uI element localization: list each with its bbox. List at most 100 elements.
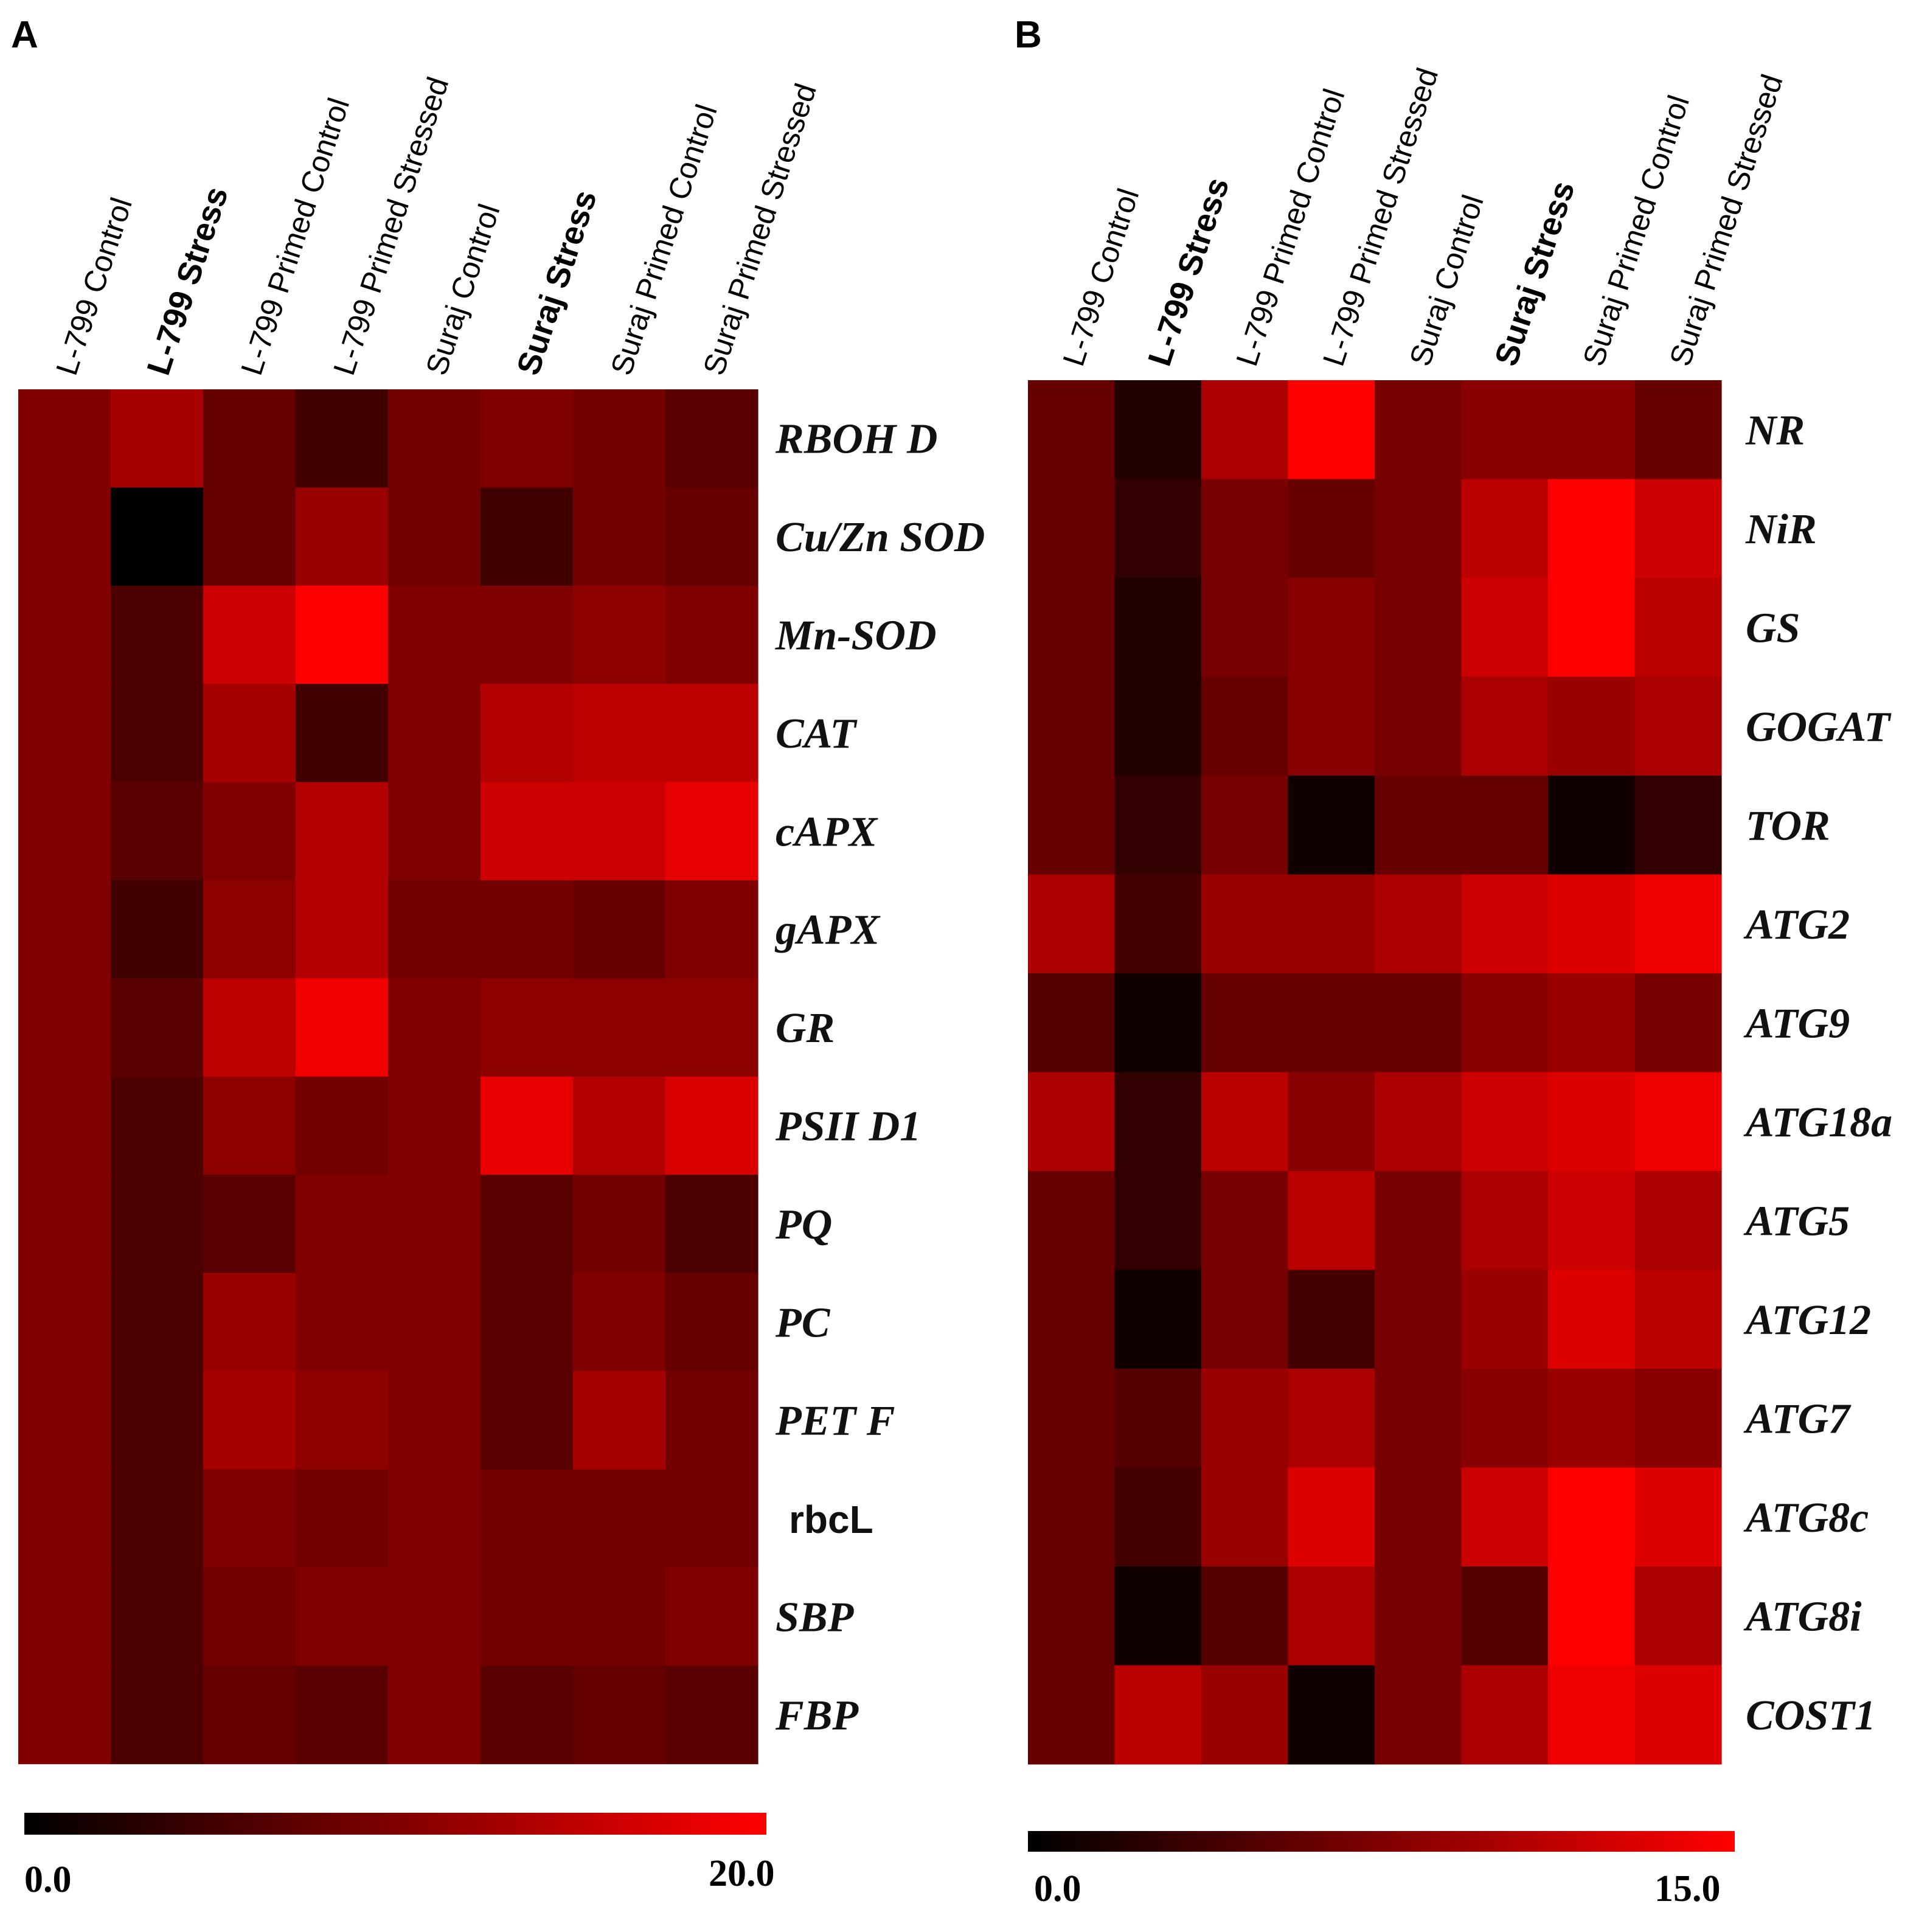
row-label-b-atg8c: ATG8c (1743, 1495, 1869, 1541)
heatmap-cell-a-psii-d1-suraj-primed-control (573, 1076, 666, 1175)
heatmap-cell-a-cat-suraj-primed-stressed (665, 684, 758, 783)
heatmap-cell-a-cu-zn-sod-l-799-primed-stressed (296, 487, 389, 586)
heatmap-cell-b-atg7-suraj-control (1375, 1369, 1462, 1468)
heatmap-cell-b-gogat-l-799-stress (1114, 676, 1202, 776)
scale-max-label-a: 20.0 (709, 1853, 775, 1894)
heatmap-cell-b-atg8i-suraj-primed-stressed (1634, 1566, 1722, 1666)
column-label-a-suraj-control: Suraj Control (419, 200, 506, 380)
heatmap-cell-b-nir-suraj-control (1375, 479, 1462, 579)
heatmap-cell-a-mn-sod-l-799-primed-stressed (296, 585, 389, 684)
row-labels-b: NR NiR GS GOGAT TOR ATG2 ATG9 ATG18a ATG5 ATG12 AT… (1743, 407, 1892, 1739)
heatmap-cell-a-rbcl-l-799-stress (111, 1469, 204, 1568)
heatmap-b (1028, 380, 1722, 1765)
heatmap-cell-b-atg8i-l-799-control (1028, 1566, 1116, 1666)
heatmap-cell-a-cat-l-799-control (18, 684, 111, 783)
heatmap-cell-b-atg2-suraj-primed-control (1548, 874, 1636, 974)
heatmap-cell-a-rbcl-suraj-control (388, 1469, 481, 1568)
heatmap-cell-a-gr-suraj-primed-control (573, 978, 666, 1077)
heatmap-cell-b-gs-suraj-primed-control (1548, 578, 1636, 678)
heatmap-cell-a-capx-l-799-control (18, 782, 111, 881)
heatmap-cell-a-gr-l-799-control (18, 978, 111, 1077)
heatmap-cell-b-gs-suraj-primed-stressed (1634, 578, 1722, 678)
heatmap-cell-b-atg9-l-799-primed-control (1201, 973, 1289, 1073)
heatmap-cell-a-cu-zn-sod-l-799-control (18, 487, 111, 586)
heatmap-cell-a-sbp-suraj-primed-stressed (665, 1567, 758, 1666)
heatmap-cell-b-atg18a-l-799-primed-stressed (1288, 1072, 1375, 1172)
row-label-a-capx: cAPX (776, 808, 879, 855)
column-label-a-l-799-control: L-799 Control (49, 193, 139, 379)
heatmap-cell-b-nr-suraj-primed-control (1548, 380, 1636, 480)
heatmap-cell-a-gapx-suraj-primed-stressed (665, 880, 758, 979)
heatmap-cell-b-atg8c-l-799-primed-stressed (1288, 1467, 1375, 1567)
heatmap-cell-b-gogat-suraj-primed-stressed (1634, 676, 1722, 776)
heatmap-cell-a-pq-l-799-primed-stressed (296, 1175, 389, 1274)
row-label-b-gogat: GOGAT (1746, 704, 1892, 751)
heatmap-cell-b-gs-l-799-primed-control (1201, 578, 1289, 678)
heatmap-cell-a-cu-zn-sod-suraj-primed-control (573, 487, 666, 586)
heatmap-cell-b-atg8c-l-799-primed-control (1201, 1467, 1289, 1567)
heatmap-cell-b-atg2-suraj-primed-stressed (1634, 874, 1722, 974)
heatmap-cell-b-gogat-l-799-primed-stressed (1288, 676, 1375, 776)
heatmap-cell-b-nr-suraj-control (1375, 380, 1462, 480)
row-label-a-cu-zn-sod: Cu/Zn SOD (776, 514, 985, 561)
row-label-b-atg5: ATG5 (1743, 1198, 1850, 1245)
heatmap-cell-a-pq-suraj-primed-stressed (665, 1175, 758, 1274)
heatmap-cell-b-atg18a-suraj-primed-stressed (1634, 1072, 1722, 1172)
heatmap-cell-b-atg9-suraj-primed-control (1548, 973, 1636, 1073)
heatmap-cell-a-cu-zn-sod-l-799-stress (111, 487, 204, 586)
row-label-b-nir: NiR (1745, 506, 1817, 553)
heatmap-cell-b-gogat-suraj-primed-control (1548, 676, 1636, 776)
heatmap-cell-a-sbp-l-799-primed-stressed (296, 1567, 389, 1666)
row-label-a-pq: PQ (775, 1201, 832, 1248)
row-label-b-tor: TOR (1746, 802, 1830, 849)
heatmap-cell-b-nr-suraj-primed-stressed (1634, 380, 1722, 480)
heatmap-cell-b-cost1-l-799-control (1028, 1665, 1116, 1765)
row-label-b-atg18a: ATG18a (1743, 1099, 1892, 1146)
heatmap-cell-b-atg5-l-799-stress (1114, 1171, 1202, 1271)
heatmap-cell-b-atg5-l-799-control (1028, 1171, 1116, 1271)
heatmap-cell-b-tor-suraj-primed-stressed (1634, 776, 1722, 875)
heatmap-cell-b-atg2-l-799-stress (1114, 874, 1202, 974)
heatmap-cell-a-capx-suraj-primed-control (573, 782, 666, 881)
row-label-b-atg7: ATG7 (1743, 1395, 1852, 1442)
heatmap-cell-b-nir-suraj-primed-stressed (1634, 479, 1722, 579)
color-scale-bar-a (24, 1813, 766, 1835)
heatmap-cell-b-atg7-l-799-primed-control (1201, 1369, 1289, 1468)
column-label-b-l-799-stress: L-799 Stress (1141, 173, 1236, 370)
row-label-a-gr: GR (776, 1005, 835, 1052)
heatmap-cell-a-rbcl-suraj-primed-control (573, 1469, 666, 1568)
heatmap-cell-b-atg8i-l-799-stress (1114, 1566, 1202, 1666)
heatmap-cell-b-atg8c-suraj-primed-stressed (1634, 1467, 1722, 1567)
heatmap-cell-a-pc-suraj-control (388, 1273, 481, 1372)
heatmap-cell-b-atg7-suraj-stress (1461, 1369, 1549, 1468)
heatmap-cell-b-gogat-suraj-stress (1461, 676, 1549, 776)
heatmap-cell-a-pc-suraj-stress (481, 1273, 574, 1372)
heatmap-cell-a-rbcl-suraj-primed-stressed (665, 1469, 758, 1568)
heatmap-cell-b-atg12-suraj-primed-control (1548, 1270, 1636, 1369)
heatmap-cell-b-gs-l-799-stress (1114, 578, 1202, 678)
heatmap-cell-a-mn-sod-l-799-control (18, 585, 111, 684)
heatmap-cell-a-fbp-suraj-primed-stressed (665, 1666, 758, 1765)
heatmap-cell-b-cost1-suraj-primed-control (1548, 1665, 1636, 1765)
heatmap-cell-a-cu-zn-sod-suraj-stress (481, 487, 574, 586)
heatmap-cell-b-gs-suraj-stress (1461, 578, 1549, 678)
heatmap-cell-a-fbp-l-799-control (18, 1666, 111, 1765)
heatmap-cell-b-nir-l-799-primed-stressed (1288, 479, 1375, 579)
heatmap-cell-b-atg2-l-799-control (1028, 874, 1116, 974)
heatmap-cell-a-pet-f-l-799-stress (111, 1371, 204, 1470)
heatmap-cell-a-rboh-d-suraj-control (388, 389, 481, 488)
heatmap-cell-b-atg9-l-799-stress (1114, 973, 1202, 1073)
heatmap-cell-a-gapx-l-799-control (18, 880, 111, 979)
heatmap-cell-a-mn-sod-l-799-primed-control (203, 585, 296, 684)
row-labels-a: RBOH D Cu/Zn SOD Mn-SOD CAT cAPX gAPX GR PSII D… (774, 416, 985, 1739)
heatmap-cell-a-gapx-suraj-control (388, 880, 481, 979)
heatmap-cell-b-cost1-l-799-primed-stressed (1288, 1665, 1375, 1765)
heatmap-cell-b-gogat-l-799-control (1028, 676, 1116, 776)
heatmap-cell-a-pc-l-799-stress (111, 1273, 204, 1372)
heatmap-cell-a-mn-sod-l-799-stress (111, 585, 204, 684)
heatmap-cell-a-pc-l-799-primed-stressed (296, 1273, 389, 1372)
row-label-b-atg9: ATG9 (1743, 1000, 1850, 1047)
heatmap-cell-a-rboh-d-suraj-primed-control (573, 389, 666, 488)
heatmap-cell-b-atg7-suraj-primed-control (1548, 1369, 1636, 1468)
